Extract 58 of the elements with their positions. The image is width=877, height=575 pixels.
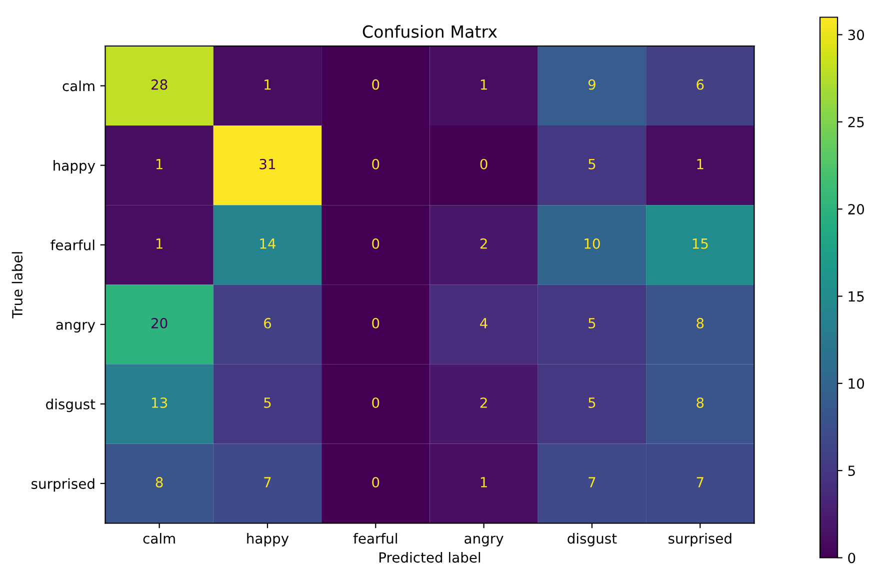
color-bar-label: 30 xyxy=(848,30,864,40)
data-label: 2 xyxy=(480,238,487,249)
data-label: 0 xyxy=(372,318,380,328)
data-label: 0 xyxy=(372,477,380,488)
data-label: 0 xyxy=(372,238,380,249)
data-label: 7 xyxy=(588,477,596,488)
data-label: 1 xyxy=(480,79,487,90)
data-label: 2 xyxy=(480,397,487,408)
data-label: 14 xyxy=(260,238,276,249)
data-label: 7 xyxy=(264,477,271,488)
color-bar-label: 0 xyxy=(848,552,856,564)
x-tick-label: surprised xyxy=(668,532,732,546)
data-label: 0 xyxy=(372,79,380,90)
x-axis-title: Predicted label xyxy=(379,552,480,563)
x-tick-label: happy xyxy=(247,532,289,546)
data-label: 28 xyxy=(152,79,168,90)
y-axis-title: True label xyxy=(12,252,23,318)
data-label: 13 xyxy=(152,397,168,408)
data-label: 8 xyxy=(696,318,704,328)
x-tick-label: calm xyxy=(143,532,175,544)
chart-title: Confusion Matrx xyxy=(362,25,497,38)
data-label: 31 xyxy=(260,158,276,170)
data-label: 0 xyxy=(372,158,380,170)
color-bar-label: 10 xyxy=(848,378,864,389)
x-tick-label: disgust xyxy=(568,532,617,546)
data-label: 4 xyxy=(480,318,488,328)
data-label: 10 xyxy=(584,238,600,249)
data-label: 6 xyxy=(264,318,272,328)
data-label: 7 xyxy=(696,477,704,488)
data-label: 5 xyxy=(264,398,271,408)
color-bar-label: 20 xyxy=(848,204,864,215)
y-tick-label: calm xyxy=(62,80,94,92)
data-label: 6 xyxy=(696,79,704,90)
data-label: 1 xyxy=(156,159,162,170)
data-label: 5 xyxy=(588,398,596,408)
data-label: 20 xyxy=(152,318,168,328)
x-tick-label: fearful xyxy=(353,532,397,544)
data-label: 8 xyxy=(696,397,704,408)
data-label: 5 xyxy=(588,159,596,170)
data-label: 0 xyxy=(372,397,380,408)
color-bar-label: 5 xyxy=(848,466,855,476)
data-label: 9 xyxy=(588,79,596,90)
data-label: 1 xyxy=(697,159,704,170)
color-bar-label: 15 xyxy=(848,291,864,302)
data-label: 1 xyxy=(264,79,271,90)
y-tick-label: angry xyxy=(56,322,96,333)
y-tick-label: happy xyxy=(54,160,96,174)
data-label: 15 xyxy=(692,238,708,249)
data-label: 8 xyxy=(156,477,163,488)
data-label: 5 xyxy=(588,318,596,328)
data-label: 0 xyxy=(480,158,488,170)
x-tick-label: angry xyxy=(464,536,504,546)
data-label: 1 xyxy=(480,477,487,488)
y-tick-label: surprised xyxy=(32,478,94,492)
y-tick-label: fearful xyxy=(50,240,94,250)
y-tick-label: disgust xyxy=(46,398,96,412)
color-bar-label: 25 xyxy=(848,116,864,128)
data-label: 1 xyxy=(156,238,162,249)
